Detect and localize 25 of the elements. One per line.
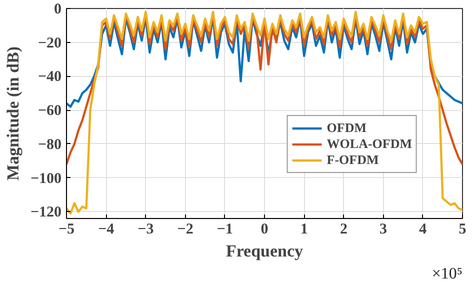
y-tick-label: −40 xyxy=(38,69,62,86)
x-tick-label: 4 xyxy=(419,222,428,238)
x-axis-title: Frequency xyxy=(226,242,304,260)
text: ×10⁵ xyxy=(432,266,463,282)
y-tick-label: −80 xyxy=(38,136,62,153)
y-tick-label: −60 xyxy=(38,103,62,120)
x-tick-label: −3 xyxy=(138,222,154,238)
y-tick-label: 0 xyxy=(54,2,62,18)
y-axis-title: Magnitude (in dB) xyxy=(3,46,22,181)
x-tick-label: −4 xyxy=(98,222,115,238)
legend-label: OFDM xyxy=(326,120,366,136)
x-tick-label: 1 xyxy=(300,222,308,238)
x-tick-label: 2 xyxy=(340,222,348,238)
x-tick-label: 5 xyxy=(458,222,466,238)
x-tick-label: −5 xyxy=(58,222,75,238)
y-tick-label: −20 xyxy=(38,35,62,52)
x-tick-label: −2 xyxy=(177,222,194,238)
x-tick-label: 0 xyxy=(260,222,268,238)
x-tick-label: −1 xyxy=(216,222,233,238)
y-tick-label: −120 xyxy=(30,204,62,221)
y-tick-label: −100 xyxy=(30,170,62,187)
line-series xyxy=(66,10,462,215)
legend-label: WOLA-OFDM xyxy=(326,136,412,152)
legend-label: F-OFDM xyxy=(326,152,379,168)
x-tick-label: 3 xyxy=(380,222,388,238)
